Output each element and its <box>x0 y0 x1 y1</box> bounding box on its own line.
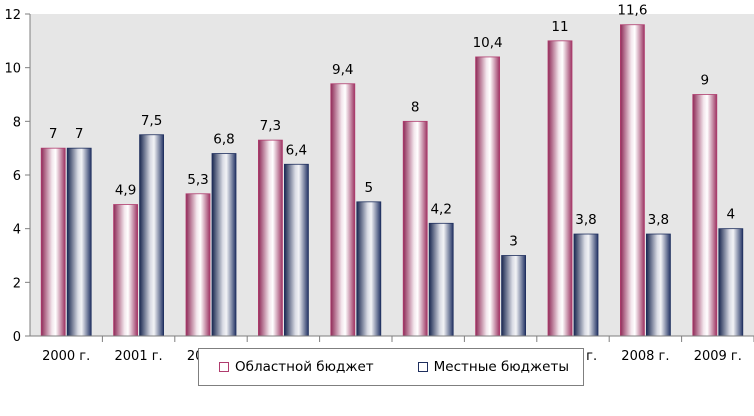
data-label-series-0: 5,3 <box>187 172 208 188</box>
bar-series-0 <box>185 193 211 337</box>
bar-series-0 <box>330 83 356 337</box>
bar-series-1 <box>428 222 454 337</box>
data-label-series-1: 6,4 <box>286 142 307 158</box>
y-tick-label: 8 <box>13 115 21 130</box>
bar-series-1 <box>66 147 92 337</box>
data-label-series-1: 7 <box>75 126 84 142</box>
data-label-series-0: 11,6 <box>617 3 647 19</box>
bar-series-0 <box>475 56 501 337</box>
data-label-series-1: 6,8 <box>213 132 234 148</box>
legend-swatch-series-1 <box>417 362 428 372</box>
data-label-series-0: 4,9 <box>115 183 136 199</box>
legend-item-series-0: Областной бюджет <box>219 359 374 375</box>
data-label-series-0: 9,4 <box>332 62 353 78</box>
data-label-series-1: 3 <box>509 234 518 250</box>
bar-series-1 <box>573 233 599 337</box>
bar-series-0 <box>402 120 428 337</box>
bar-series-0 <box>40 147 66 337</box>
data-label-series-1: 3,8 <box>575 212 596 228</box>
bar-series-1 <box>283 163 309 337</box>
y-tick-label: 10 <box>4 62 21 77</box>
bar-series-1 <box>501 255 527 337</box>
bar-series-1 <box>356 201 382 337</box>
bar-series-1 <box>646 233 671 337</box>
y-tick-label: 12 <box>4 8 21 23</box>
x-tick-label: 2009 г. <box>694 349 742 364</box>
legend: Областной бюджет Местные бюджеты <box>198 348 584 386</box>
data-label-series-1: 7,5 <box>141 113 162 129</box>
bar-series-1 <box>211 153 237 337</box>
bar-series-0 <box>113 204 138 337</box>
y-tick-label: 4 <box>13 223 21 238</box>
bar-series-1 <box>139 134 165 337</box>
bar-series-0 <box>692 94 718 337</box>
x-tick-label: 2001 г. <box>115 349 163 364</box>
x-tick-label: 2008 г. <box>621 349 669 364</box>
plot-area <box>30 14 754 336</box>
data-label-series-0: 8 <box>411 99 420 115</box>
data-label-series-0: 11 <box>551 19 568 35</box>
data-label-series-0: 10,4 <box>473 35 503 51</box>
y-tick-label: 2 <box>13 276 21 291</box>
bar-series-0 <box>547 40 573 337</box>
data-label-series-0: 9 <box>701 73 710 89</box>
data-label-series-0: 7 <box>49 126 58 142</box>
data-label-series-0: 7,3 <box>260 118 281 134</box>
data-label-series-1: 4,2 <box>430 201 451 217</box>
legend-label-series-1: Местные бюджеты <box>433 359 569 375</box>
x-tick-label: 2000 г. <box>42 349 90 364</box>
bar-series-1 <box>718 228 744 337</box>
bar-series-0 <box>620 24 645 337</box>
y-tick-label: 0 <box>13 330 21 345</box>
bar-series-0 <box>257 139 283 337</box>
legend-swatch-series-0 <box>219 362 229 372</box>
legend-item-series-1: Местные бюджеты <box>417 359 569 375</box>
y-tick-label: 6 <box>13 169 21 184</box>
data-label-series-1: 5 <box>365 180 374 196</box>
data-label-series-1: 3,8 <box>648 212 669 228</box>
data-label-series-1: 4 <box>727 207 736 223</box>
legend-label-series-0: Областной бюджет <box>235 359 374 375</box>
